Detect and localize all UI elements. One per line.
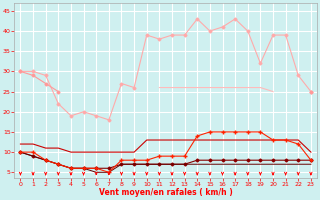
- X-axis label: Vent moyen/en rafales ( km/h ): Vent moyen/en rafales ( km/h ): [99, 188, 233, 197]
